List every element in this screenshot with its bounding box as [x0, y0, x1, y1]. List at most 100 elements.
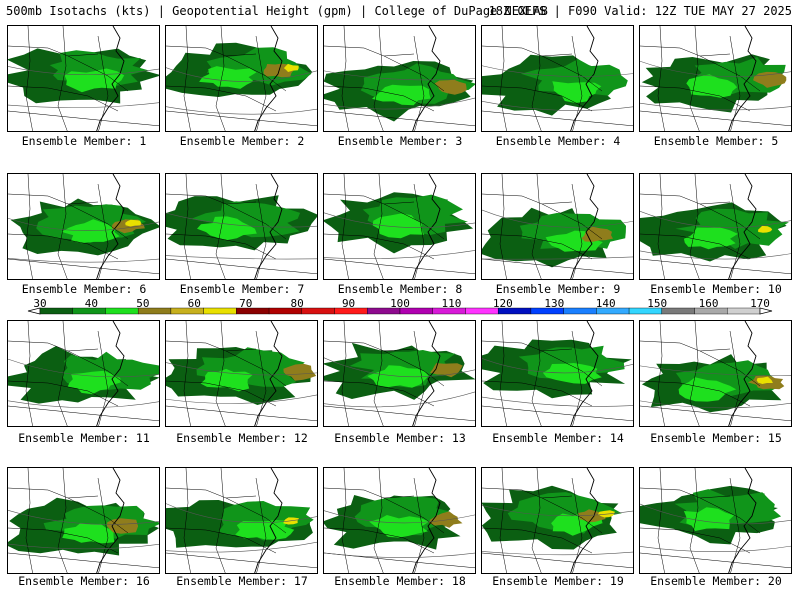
state-borders — [166, 174, 317, 279]
ensemble-map-8 — [323, 173, 476, 280]
state-borders — [640, 26, 791, 131]
ensemble-member-label: Ensemble Member: 4 — [495, 134, 621, 148]
height-contours — [482, 209, 633, 260]
state-borders — [482, 26, 633, 131]
colorbar-label: 160 — [698, 297, 719, 310]
coastline — [254, 468, 283, 573]
isotach-map-graphic — [640, 321, 791, 426]
state-borders — [324, 174, 475, 279]
state-borders — [166, 468, 317, 573]
state-borders — [324, 26, 475, 131]
isotach-map-graphic — [166, 468, 317, 573]
ensemble-map-9 — [481, 173, 634, 280]
isotach-map-graphic — [482, 321, 633, 426]
coastline — [96, 174, 125, 279]
isotach-shading — [324, 342, 475, 400]
ensemble-map-15 — [639, 320, 792, 427]
height-contours — [482, 505, 633, 556]
height-contours — [166, 362, 317, 404]
isotach-shading — [166, 42, 313, 97]
height-contours — [8, 66, 159, 108]
state-borders — [324, 321, 475, 426]
ensemble-map-5 — [639, 25, 792, 132]
isotach-shading — [10, 198, 159, 256]
isotach-map-graphic — [640, 174, 791, 279]
ensemble-member-label: Ensemble Member: 3 — [337, 134, 463, 148]
isotach-shading — [166, 347, 317, 405]
isotach-shading — [166, 195, 317, 251]
ensemble-member-label: Ensemble Member: 16 — [18, 574, 150, 588]
isotach-map-graphic — [8, 174, 159, 279]
colorbar-label: 30 — [33, 297, 47, 310]
ensemble-map-16 — [7, 467, 160, 574]
ensemble-member-label: Ensemble Member: 9 — [495, 282, 621, 296]
height-contours — [640, 211, 791, 260]
ensemble-map-7 — [165, 173, 318, 280]
state-borders — [640, 468, 791, 573]
isotach-shading — [324, 192, 474, 254]
coastline — [96, 321, 125, 426]
ensemble-map-14 — [481, 320, 634, 427]
coastline — [412, 468, 441, 573]
ensemble-map-10 — [639, 173, 792, 280]
height-contours — [8, 358, 159, 408]
state-borders — [8, 26, 159, 131]
coastline — [254, 26, 283, 131]
isotach-shading — [641, 54, 787, 113]
coastline — [412, 26, 441, 131]
ensemble-map-18 — [323, 467, 476, 574]
coastline — [570, 468, 599, 573]
height-contours — [482, 65, 633, 111]
ensemble-map-12 — [165, 320, 318, 427]
height-contours — [8, 510, 159, 550]
isotach-shading — [482, 207, 626, 268]
isotach-shading — [8, 346, 159, 404]
state-borders — [8, 468, 159, 573]
height-contours — [640, 365, 791, 409]
height-contours — [324, 357, 475, 408]
state-borders — [640, 321, 791, 426]
colorbar-label: 40 — [84, 297, 99, 310]
ensemble-member-label: Ensemble Member: 11 — [18, 431, 150, 445]
coastline — [728, 321, 757, 426]
ensemble-member-label: Ensemble Member: 18 — [334, 574, 466, 588]
height-contours — [640, 60, 791, 111]
height-contours — [482, 358, 633, 407]
isotach-map-graphic — [8, 468, 159, 573]
header-title: 500mb Isotachs (kts) | Geopotential Heig… — [6, 4, 548, 18]
ensemble-map-2 — [165, 25, 318, 132]
colorbar-label: 100 — [390, 297, 410, 310]
isotach-shading — [324, 495, 463, 550]
height-contours — [8, 217, 159, 263]
state-borders — [640, 174, 791, 279]
isotach-shading — [482, 339, 632, 399]
colorbar-label: 130 — [544, 297, 565, 310]
height-contours — [640, 503, 791, 553]
coastline — [570, 26, 599, 131]
colorbar-label: 70 — [239, 297, 253, 310]
colorbar-label: 60 — [187, 297, 201, 310]
ensemble-member-label: Ensemble Member: 19 — [492, 574, 624, 588]
isotach-map-graphic — [166, 321, 317, 426]
ensemble-map-6 — [7, 173, 160, 280]
ensemble-member-label: Ensemble Member: 12 — [176, 431, 308, 445]
coastline — [96, 468, 125, 573]
isotach-shading — [640, 485, 782, 545]
coastline — [412, 321, 441, 426]
ensemble-member-label: Ensemble Member: 6 — [21, 282, 147, 296]
colorbar-label: 80 — [290, 297, 304, 310]
ensemble-map-19 — [481, 467, 634, 574]
isotach-map-graphic — [324, 321, 475, 426]
isotach-shading — [640, 202, 789, 262]
colorbar-label: 90 — [341, 297, 356, 310]
height-contours — [324, 510, 475, 558]
isotach-map-graphic — [482, 468, 633, 573]
isotach-map-graphic — [8, 321, 159, 426]
isotach-map-graphic — [166, 26, 317, 131]
ensemble-member-label: Ensemble Member: 8 — [337, 282, 463, 296]
state-borders — [8, 321, 159, 426]
height-contours — [166, 212, 317, 260]
isotach-map-graphic — [640, 468, 791, 573]
ensemble-map-17 — [165, 467, 318, 574]
isotach-map-graphic — [482, 26, 633, 131]
